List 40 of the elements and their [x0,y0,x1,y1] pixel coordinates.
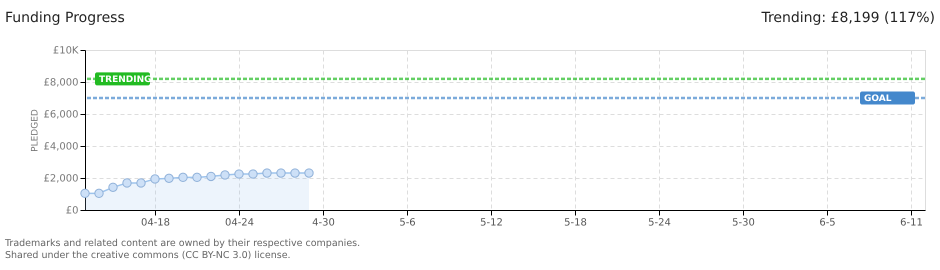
x-tick-label: 04-24 [224,218,254,228]
point [220,170,230,180]
x-tick-label: 6-5 [819,218,836,228]
y-tick-label: £4,000 [44,142,78,152]
x-tick-label: 5-6 [399,218,416,228]
ref-line-label: TRENDING [99,74,152,85]
point [136,178,146,188]
x-tick-label: 6-11 [900,218,923,228]
y-tick-label: £6,000 [44,110,78,120]
point [262,168,272,178]
x-tick-label: 5-18 [564,218,587,228]
y-tick-label: £0 [66,206,78,216]
point [192,172,202,182]
point [234,169,244,179]
point [178,172,188,182]
y-tick-label: £2,000 [44,174,78,184]
y-axis-title: PLEDGED [30,109,41,152]
point [276,168,286,178]
point [122,178,132,188]
ref-line-label: GOAL [864,94,892,104]
point [80,188,90,198]
text: Trending: £8,199 (117%) [760,10,935,26]
text: Shared under the creative commons (CC BY-NC 3.0) license. [5,250,291,261]
y-tick-label: £10K [52,46,79,56]
x-tick-label: 5-24 [648,218,671,228]
point [248,169,258,179]
point [94,188,104,198]
point [206,172,216,182]
x-tick-label: 5-30 [732,218,755,228]
point [108,182,118,192]
x-tick-label: 4-30 [312,218,335,228]
point [150,174,160,184]
chart-title: Funding Progress [5,10,125,26]
text: Trademarks and related content are owned by their respective companies. [4,238,360,249]
point [304,168,314,178]
point [290,168,300,178]
x-tick-label: 5-12 [480,218,503,228]
point [164,174,174,183]
x-tick-label: 04-18 [140,218,170,228]
y-tick-label: £8,000 [44,78,78,88]
